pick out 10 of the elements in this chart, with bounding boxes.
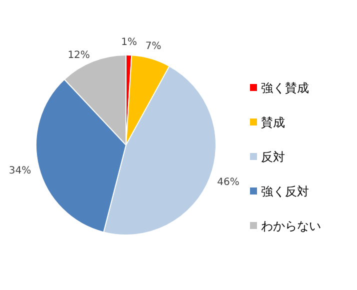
legend-label: 賛成 xyxy=(261,116,285,130)
data-label: 1% xyxy=(121,37,138,48)
data-label: 34% xyxy=(8,165,32,176)
data-label: 46% xyxy=(217,177,240,188)
legend-label: 反対 xyxy=(261,150,285,164)
data-label: 7% xyxy=(145,40,162,52)
legend-label: 強く反対 xyxy=(261,184,309,198)
data-label: 12% xyxy=(68,50,90,61)
legend-label: 強く賛成 xyxy=(261,81,309,95)
legend-label: わからない xyxy=(261,219,321,233)
